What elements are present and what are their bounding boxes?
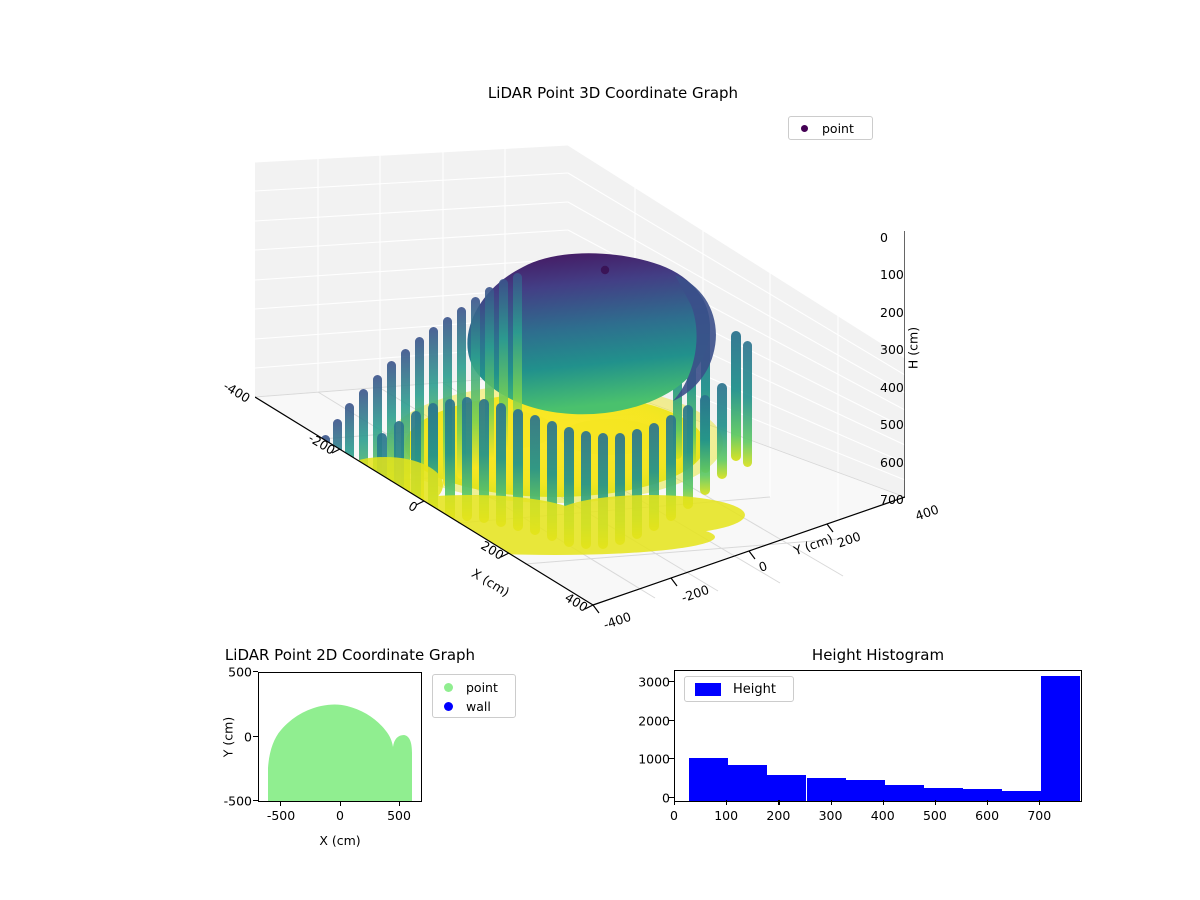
xtick2d-label-neg500: -500 [266,808,296,823]
xtick-hist-label: 400 [870,808,895,823]
xtick2d-mark-0 [340,801,342,806]
axis-label-x-2d: X (cm) [319,833,361,848]
ztick-label-0: 0 [880,230,888,245]
xtick-hist-label: 0 [670,808,678,823]
ytick2d-mark-0 [253,736,258,738]
xtick-hist-mark [726,800,728,805]
xtick-hist-label: 200 [766,808,791,823]
histogram-bar [689,758,729,801]
ztick-label-7: 700 [880,492,904,507]
xticks-3d [255,397,594,610]
xtick-hist-label: 700 [1027,808,1052,823]
xtick-hist-label: 500 [922,808,947,823]
ytick-hist-label-0: 0 [662,790,670,806]
legend-2d: point wall [432,674,516,718]
histogram-bar [1041,676,1081,801]
histogram-bar [728,764,768,801]
axis-label-y-2d: Y (cm) [220,716,236,758]
histogram-bar [923,788,964,801]
axes-2d-scatter[interactable] [258,672,422,802]
ztick-label-5: 500 [880,417,904,432]
xtick-hist-mark [934,800,937,805]
xtick-hist-mark [1039,800,1041,805]
ztick-label-2: 200 [880,305,904,320]
axes-3d-scatter[interactable]: -400 -200 0 200 400 -400 -200 0 200 400 … [221,145,941,632]
legend-marker-wall-icon [444,702,453,711]
legend-label-point-2d: point [466,680,498,695]
xtick2d-mark-neg500 [280,801,282,806]
ytick2d-label-0: 0 [244,729,252,745]
ztick-label-4: 400 [880,380,904,395]
ytick2d-label-500: 500 [228,664,252,680]
xtick-hist-label: 600 [975,808,1000,823]
xtick-hist-mark [830,800,832,805]
histogram-bar [884,784,924,801]
dome-cap [467,253,711,415]
ytick-hist-label-3000: 3000 [638,674,670,690]
plot-3d-canvas [255,145,905,614]
xtick-hist-mark [778,800,780,805]
ytick-hist-mark-0 [669,797,674,799]
legend-hist: Height [684,676,794,702]
ytick2d-mark-neg500 [253,800,258,802]
legend-swatch-height-icon [695,682,721,696]
ztick-label-3: 300 [880,342,904,357]
anomaly-point [600,265,610,275]
legend-label-wall-2d: wall [466,699,491,714]
legend-marker-point-icon [444,683,453,692]
page-title-2d: LiDAR Point 2D Coordinate Graph [224,646,476,664]
legend-item-wall-2d: wall [440,697,508,716]
ytick2d-mark-500 [253,671,258,673]
ytick-hist-label-1000: 1000 [638,751,670,767]
ytick-hist-mark-1000 [669,758,674,760]
xtick-label-0: -400 [220,378,253,406]
histogram-bar [963,788,1003,801]
xtick-hist-label: 100 [714,808,739,823]
xtick-hist-mark [674,800,676,805]
legend-3d: point [788,116,873,140]
ytick-hist-mark-3000 [669,681,674,683]
axis-label-z-3d: H (cm) [905,326,921,370]
plot-2d-canvas [268,704,412,801]
ztick-label-6: 600 [880,455,904,470]
xtick-hist-label: 300 [818,808,843,823]
ytick2d-label-neg500: -500 [223,793,252,809]
histogram-bar [1002,791,1042,801]
column-isolated [731,331,741,461]
legend-item-point-2d: point [440,678,508,697]
xtick2d-label-500: 500 [387,808,411,823]
ztick-label-1: 100 [880,267,904,282]
legend-marker-point-icon [801,125,808,132]
legend-label-point: point [822,121,854,136]
page-title-3d: LiDAR Point 3D Coordinate Graph [487,84,739,102]
pane-back [568,145,905,497]
xtick2d-label-0: 0 [336,808,344,823]
page-title-hist: Height Histogram [811,646,945,664]
xtick2d-mark-500 [399,801,401,806]
xtick-hist-mark [882,800,884,805]
ytick-hist-mark-2000 [669,720,674,722]
histogram-bar [767,774,807,801]
ytick-label-4: 400 [913,501,941,524]
xtick-hist-mark [987,800,989,805]
point-cloud-2d [268,704,412,801]
legend-label-height: Height [733,681,776,697]
yticks-3d [592,497,905,614]
legend-item-point: point [796,119,865,138]
ytick-hist-label-2000: 2000 [638,713,670,729]
histogram-bar [806,778,846,801]
histogram-bar [845,779,885,801]
